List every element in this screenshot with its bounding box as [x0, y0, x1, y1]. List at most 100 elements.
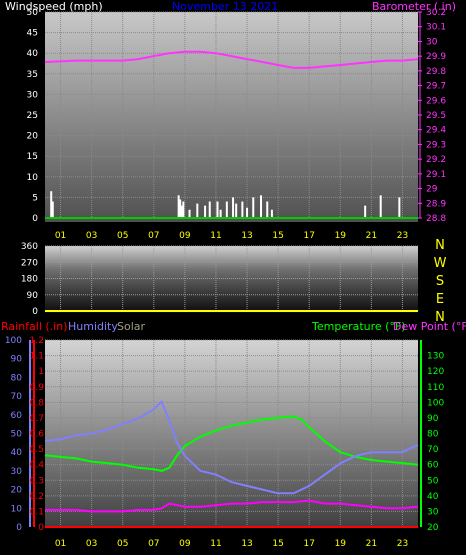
temp-hum-x-tick-label: 07 [148, 539, 159, 549]
wind-x-tick-label: 23 [397, 231, 408, 241]
wind-x-tick-label: 17 [303, 231, 314, 241]
legend-humidity: Humidity [68, 320, 118, 333]
wind-tick-label: 35 [27, 70, 38, 80]
temp-hum-x-tick-label: 21 [366, 539, 377, 549]
direction-tick-label: 180 [21, 275, 38, 285]
wind-x-tick-label: 03 [86, 231, 97, 241]
baro-tick-label: 29.2 [426, 155, 446, 165]
wind-tick-label: 25 [27, 111, 38, 121]
rain-tick-label: 0.7 [30, 414, 44, 424]
wind-x-tick-label: 01 [55, 231, 66, 241]
humidity-tick-label: 50 [11, 430, 23, 440]
baro-tick-label: 30 [426, 37, 438, 47]
temp-tick-label: 60 [427, 461, 439, 471]
temp-hum-x-ticks: 01 03 05 07 09 11 13 15 17 19 21 23 [55, 539, 408, 549]
temp-tick-label: 130 [427, 352, 444, 362]
temp-hum-x-tick-label: 17 [303, 539, 314, 549]
baro-tick-label: 28.8 [426, 214, 446, 224]
direction-tick-label: 270 [21, 258, 38, 268]
temp-tick-label: 20 [427, 523, 439, 533]
baro-tick-label: 29.9 [426, 52, 446, 62]
humidity-line [44, 399, 419, 495]
temp-hum-x-tick-label: 01 [55, 539, 66, 549]
baro-y-ticks: 28.8 28.9 29 29.1 29.2 29.3 29.4 29.5 29.6 29.7 29… [418, 8, 446, 224]
wind-bar [180, 205, 183, 218]
wind-y-ticks: 0 5 10 15 20 25 30 35 40 45 50 [27, 8, 39, 224]
wind-tick-label: 15 [27, 152, 38, 162]
temp-tick-label: 50 [427, 476, 439, 486]
wind-x-tick-label: 19 [335, 231, 347, 241]
rain-tick-label: 0.2 [30, 492, 44, 502]
humidity-tick-label: 100 [5, 336, 22, 346]
rain-tick-label: 0.3 [30, 476, 44, 486]
temp-y-ticks: 20 30 40 50 60 70 80 90 100 110 120 130 [427, 352, 444, 533]
rain-tick-label: 1.1 [30, 352, 44, 362]
wind-bar [216, 201, 219, 218]
barometer-line [44, 50, 419, 69]
temp-hum-x-tick-label: 19 [335, 539, 347, 549]
temp-tick-label: 30 [427, 507, 439, 517]
rain-tick-label: 0.1 [30, 507, 44, 517]
wind-x-tick-label: 07 [148, 231, 159, 241]
direction-letter: N [435, 310, 445, 325]
humidity-tick-label: 40 [11, 448, 23, 458]
baro-axis-label: Barometer (.in) [372, 0, 456, 13]
humidity-tick-label: 20 [11, 486, 23, 496]
humidity-tick-label: 30 [11, 467, 23, 477]
wind-tick-label: 45 [27, 29, 38, 39]
rain-tick-label: 0.6 [30, 430, 45, 440]
dewpoint-line [45, 499, 419, 513]
temp-hum-x-tick-label: 05 [117, 539, 128, 549]
wind-bar [379, 195, 382, 218]
wind-bar [235, 203, 238, 218]
temp-tick-label: 80 [427, 430, 439, 440]
humidity-tick-label: 10 [11, 504, 23, 514]
temp-tick-label: 90 [427, 414, 439, 424]
wind-bar [51, 201, 54, 218]
wind-bar [204, 205, 207, 218]
wind-bar [266, 201, 269, 218]
wind-bar [219, 209, 222, 218]
wind-direction-plot-area [45, 246, 418, 313]
wind-bar [50, 191, 53, 218]
legend-rainfall: Rainfall (.in) [1, 320, 68, 333]
baro-tick-label: 29.7 [426, 82, 446, 92]
baro-tick-label: 28.9 [426, 199, 446, 209]
wind-x-tick-label: 15 [272, 231, 283, 241]
humidity-tick-label: 60 [11, 411, 23, 421]
wind-bar [188, 209, 191, 218]
wind-bar [196, 203, 199, 218]
chart-date-title: November 13 2021 [172, 0, 278, 13]
rain-tick-label: 1.2 [30, 336, 44, 346]
legend-temperature: Temperature (°F) [311, 320, 406, 333]
wind-bar [252, 197, 255, 218]
baro-tick-label: 30.1 [426, 23, 446, 33]
wind-x-tick-label: 21 [366, 231, 377, 241]
wind-baro-plot-area [45, 12, 418, 222]
baro-tick-label: 30.2 [426, 8, 446, 18]
direction-y-ticks: 0 90 180 270 360 [21, 242, 38, 317]
rain-tick-label: 0.4 [30, 461, 45, 471]
wind-bar [232, 197, 235, 218]
legend-solar: Solar [117, 320, 146, 333]
direction-letter: E [436, 292, 444, 307]
wind-x-tick-label: 13 [241, 231, 252, 241]
wind-bar [364, 205, 367, 218]
rain-tick-label: 0.5 [30, 445, 44, 455]
direction-tick-label: 0 [32, 307, 38, 317]
wind-tick-label: 50 [27, 8, 39, 18]
direction-letter: N [435, 238, 445, 253]
temp-tick-label: 110 [427, 383, 444, 393]
wind-bar [179, 199, 182, 218]
wind-x-tick-label: 05 [117, 231, 128, 241]
wind-axis-label: Windspeed (mph) [5, 0, 103, 13]
wind-x-tick-label: 11 [210, 231, 221, 241]
direction-letter: S [436, 274, 444, 289]
temp-hum-x-tick-label: 15 [272, 539, 283, 549]
rain-tick-label: 0.8 [30, 398, 45, 408]
wind-tick-label: 0 [32, 214, 38, 224]
temp-hum-x-tick-label: 11 [210, 539, 221, 549]
temperature-line [44, 415, 419, 472]
wind-bar [208, 201, 211, 218]
